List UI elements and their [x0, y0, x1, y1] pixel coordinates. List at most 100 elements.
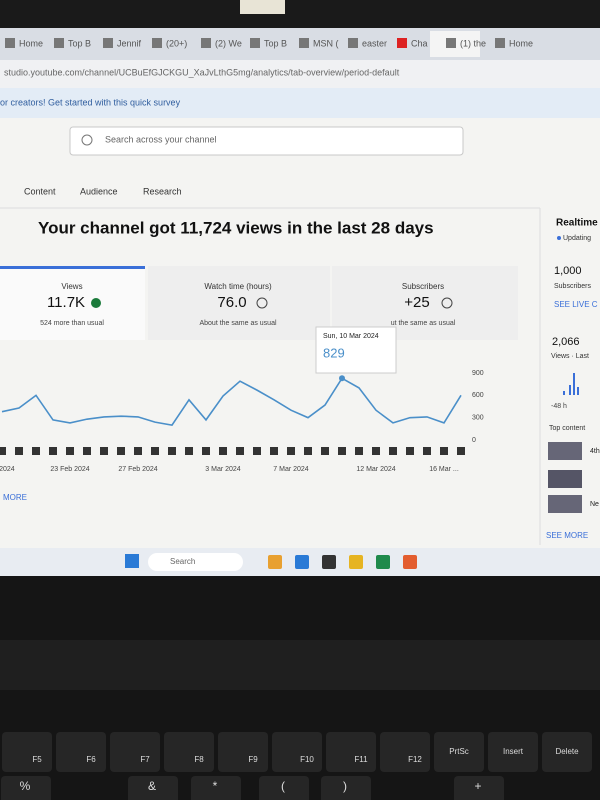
- taskbar-app[interactable]: [322, 555, 336, 569]
- key[interactable]: [2, 732, 52, 772]
- tab-title[interactable]: (2) We: [215, 38, 242, 48]
- realtime-bar: [563, 391, 565, 395]
- realtime-views-label: Views · Last: [551, 353, 589, 360]
- key[interactable]: [272, 732, 322, 772]
- search-icon: [81, 134, 93, 146]
- tab-title[interactable]: Top B: [68, 38, 91, 48]
- live-link[interactable]: SEE LIVE C: [554, 300, 598, 309]
- key[interactable]: [454, 776, 504, 800]
- tab-icon: [250, 38, 260, 48]
- nav-tab[interactable]: Audience: [80, 186, 118, 196]
- video-marker: [423, 447, 431, 455]
- search-placeholder: Search across your channel: [105, 134, 217, 144]
- key[interactable]: [1, 776, 51, 800]
- video-marker: [321, 447, 329, 455]
- search-box[interactable]: [69, 126, 464, 156]
- key-label: PrtSc: [449, 747, 469, 756]
- card-watch[interactable]: [148, 266, 330, 340]
- tab-title[interactable]: easter: [362, 38, 387, 48]
- key-label: (: [281, 779, 285, 793]
- card-note: About the same as usual: [199, 320, 276, 327]
- key-label: &: [148, 779, 156, 793]
- key[interactable]: [380, 732, 430, 772]
- panel-title: Realtime: [556, 218, 598, 229]
- tab-icon: [446, 38, 456, 48]
- key[interactable]: [321, 776, 371, 800]
- tab-title[interactable]: MSN (: [313, 38, 339, 48]
- nav-tab[interactable]: Content: [24, 186, 56, 196]
- tab-title[interactable]: Top B: [264, 38, 287, 48]
- see-more[interactable]: SEE MORE: [546, 531, 588, 540]
- video-marker: [219, 447, 227, 455]
- key[interactable]: [56, 732, 106, 772]
- key[interactable]: [259, 776, 309, 800]
- realtime-bar: [569, 385, 571, 395]
- tab-icon: [348, 38, 358, 48]
- taskbar-app[interactable]: [268, 555, 282, 569]
- key[interactable]: [218, 732, 268, 772]
- banner-text[interactable]: or creators! Get started with this quick…: [0, 97, 181, 107]
- key-label: *: [213, 779, 218, 793]
- key-label: F7: [140, 755, 150, 764]
- video-marker: [389, 447, 397, 455]
- taskbar-app[interactable]: [403, 555, 417, 569]
- realtime-subs: 1,000: [554, 265, 582, 277]
- video-marker: [338, 447, 346, 455]
- key[interactable]: [488, 732, 538, 772]
- video-marker: [151, 447, 159, 455]
- card-icon: [91, 298, 101, 308]
- key[interactable]: [164, 732, 214, 772]
- hinge: [0, 640, 600, 690]
- tab-title[interactable]: Home: [509, 38, 533, 48]
- card-label: Subscribers: [402, 282, 444, 291]
- key-label: F11: [354, 755, 368, 764]
- content-title[interactable]: Ne: [590, 501, 599, 508]
- key-label: F9: [248, 755, 258, 764]
- card-icon: [441, 297, 453, 309]
- card-selected: [0, 266, 145, 269]
- taskbar-search[interactable]: [148, 553, 243, 571]
- key-label: %: [20, 779, 31, 793]
- key[interactable]: [542, 732, 592, 772]
- tab-icon: [103, 38, 113, 48]
- card-value: 76.0: [217, 294, 246, 311]
- tab-title[interactable]: Cha: [411, 38, 428, 48]
- url[interactable]: studio.youtube.com/channel/UCBuEfGJCKGU_…: [4, 67, 400, 77]
- video-marker: [372, 447, 380, 455]
- nav-tab[interactable]: Research: [143, 186, 182, 196]
- x-tick-label: 16 Mar ...: [429, 466, 459, 473]
- taskbar-app[interactable]: [376, 555, 390, 569]
- realtime-views: 2,066: [552, 336, 580, 348]
- realtime-bar: [573, 373, 575, 395]
- key[interactable]: [110, 732, 160, 772]
- tab-title[interactable]: Home: [19, 38, 43, 48]
- address-bar[interactable]: [0, 60, 600, 88]
- video-marker: [168, 447, 176, 455]
- tab-icon: [495, 38, 505, 48]
- content-title[interactable]: 4th: [590, 448, 600, 455]
- video-marker: [457, 447, 465, 455]
- x-tick-label: eb 2024: [0, 466, 15, 473]
- key-label: F6: [86, 755, 96, 764]
- tab-title[interactable]: Jennif: [117, 38, 142, 48]
- taskbar-app[interactable]: [295, 555, 309, 569]
- video-marker: [236, 447, 244, 455]
- video-marker: [49, 447, 57, 455]
- more-link[interactable]: MORE: [3, 493, 27, 502]
- video-marker: [253, 447, 261, 455]
- key[interactable]: [326, 732, 376, 772]
- realtime-period: -48 h: [551, 403, 567, 410]
- y-tick-label: 0: [472, 437, 476, 444]
- key[interactable]: [191, 776, 241, 800]
- tab-icon: [152, 38, 162, 48]
- card-views[interactable]: [0, 266, 145, 340]
- point: [339, 375, 345, 382]
- tab-title[interactable]: (1) the: [460, 38, 486, 48]
- tab-title[interactable]: (20+): [166, 38, 187, 48]
- key[interactable]: [128, 776, 178, 800]
- start-button[interactable]: [125, 554, 139, 568]
- key-label: F10: [300, 755, 314, 764]
- taskbar-app[interactable]: [349, 555, 363, 569]
- key[interactable]: [434, 732, 484, 772]
- video-marker: [134, 447, 142, 455]
